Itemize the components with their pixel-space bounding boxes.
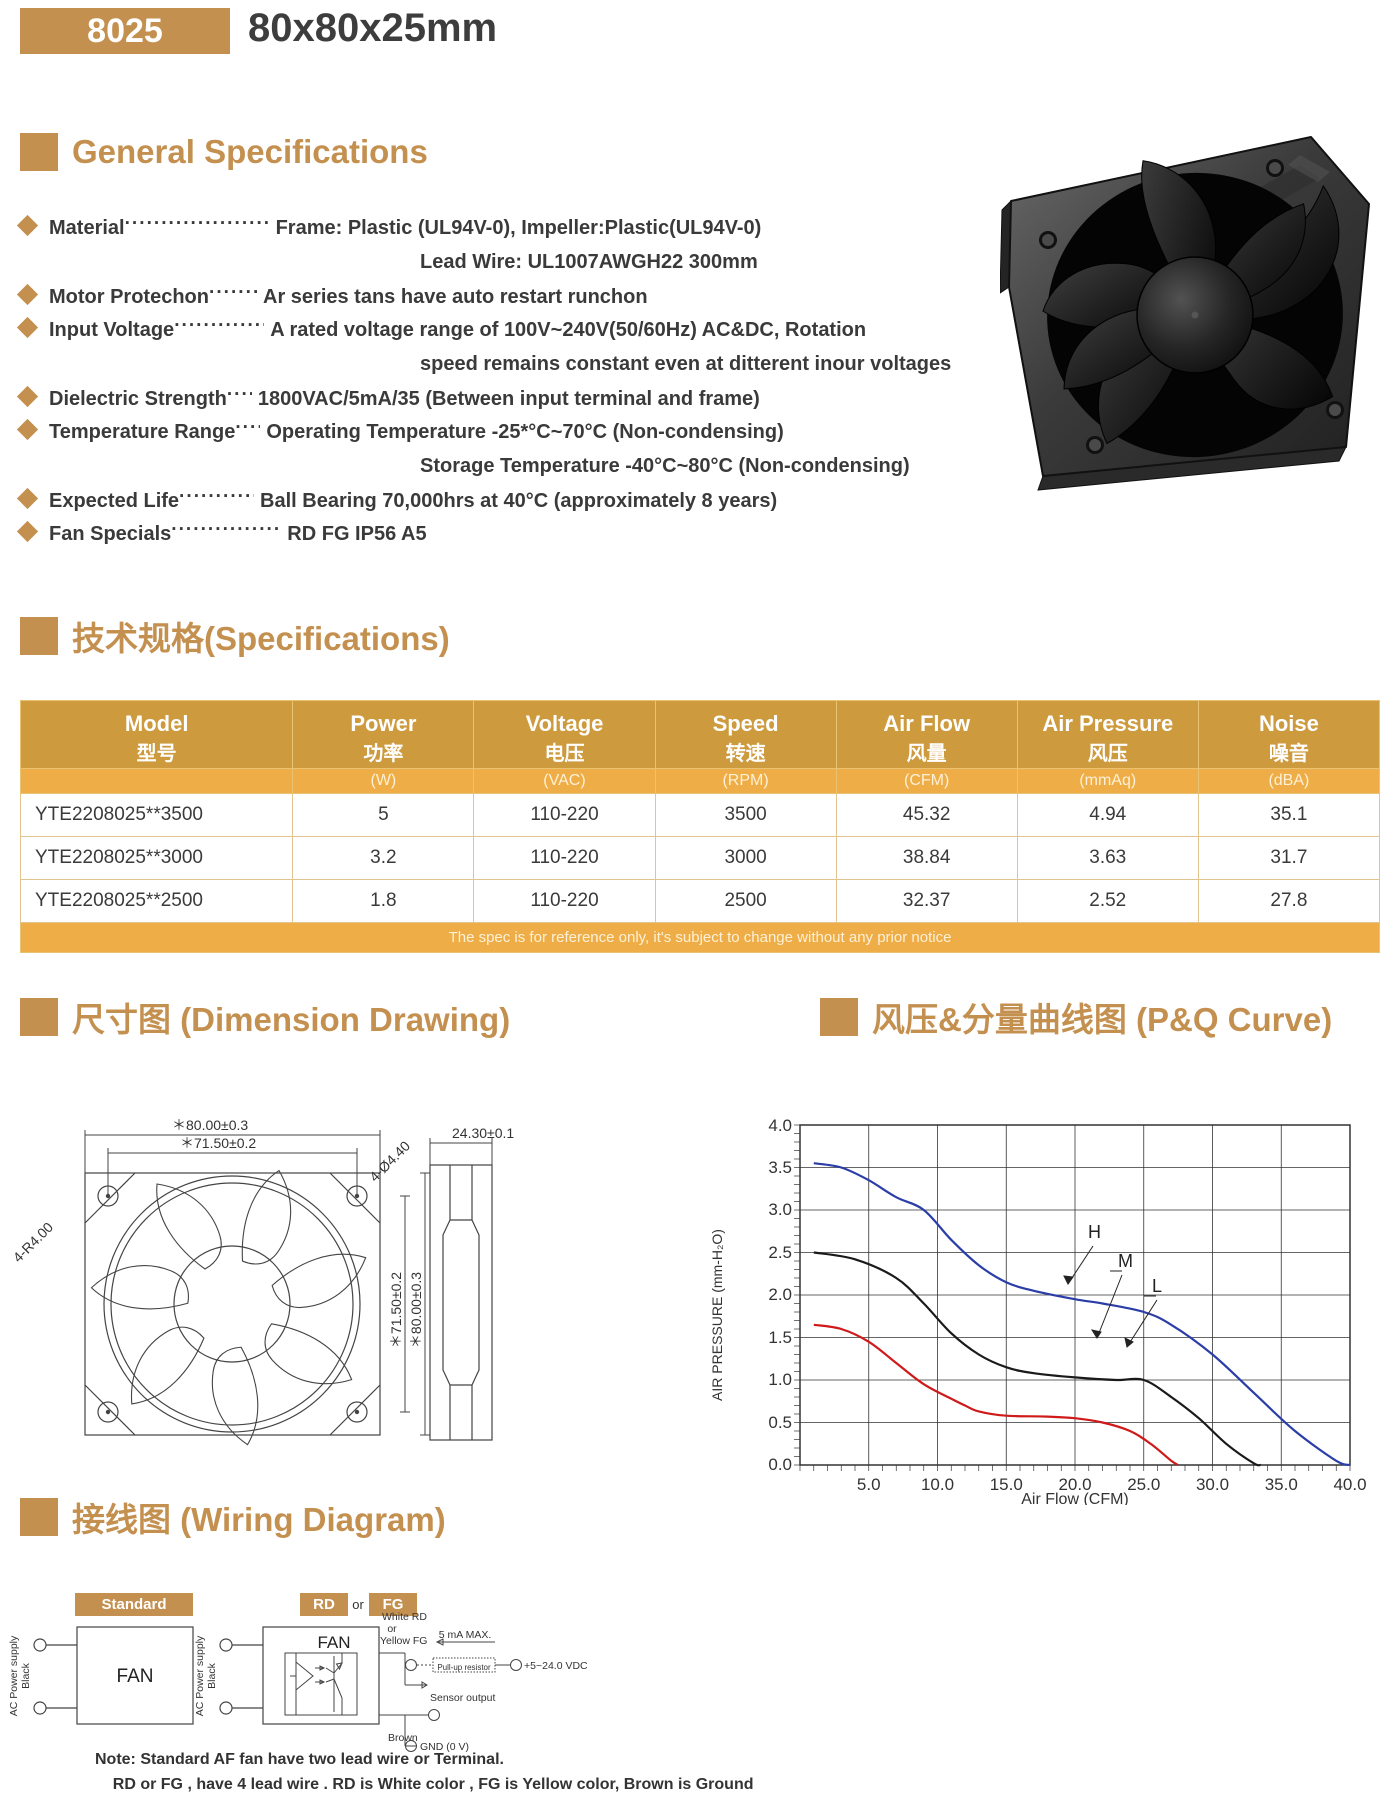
svg-text:Black: Black <box>206 1662 218 1688</box>
svg-text:1.5: 1.5 <box>768 1328 792 1347</box>
svg-text:Standard: Standard <box>101 1596 166 1613</box>
svg-text:3.5: 3.5 <box>768 1158 792 1177</box>
svg-text:35.0: 35.0 <box>1265 1475 1298 1494</box>
svg-text:10.0: 10.0 <box>921 1475 954 1494</box>
svg-text:2.5: 2.5 <box>768 1243 792 1262</box>
svg-text:15.0: 15.0 <box>990 1475 1023 1494</box>
svg-text:5.0: 5.0 <box>857 1475 881 1494</box>
svg-text:RD: RD <box>313 1596 335 1613</box>
svg-text:＊71.50±0.2: ＊71.50±0.2 <box>388 1272 404 1348</box>
svg-text:1.0: 1.0 <box>768 1370 792 1389</box>
svg-text:Yellow FG: Yellow FG <box>380 1635 427 1647</box>
svg-text:FAN: FAN <box>317 1633 350 1652</box>
svg-text:or: or <box>387 1623 397 1635</box>
svg-text:Black: Black <box>20 1662 32 1688</box>
svg-text:4-Ø4.40: 4-Ø4.40 <box>366 1138 413 1185</box>
svg-text:4-R4.00: 4-R4.00 <box>10 1219 57 1266</box>
svg-text:Sensor output: Sensor output <box>430 1692 495 1704</box>
svg-text:or: or <box>352 1597 364 1612</box>
svg-text:M: M <box>1118 1251 1133 1271</box>
svg-text:3.0: 3.0 <box>768 1200 792 1219</box>
svg-text:0.5: 0.5 <box>768 1413 792 1432</box>
svg-text:＊80.00±0.3: ＊80.00±0.3 <box>408 1272 424 1348</box>
svg-text:White RD: White RD <box>382 1611 427 1623</box>
svg-text:24.30±0.1: 24.30±0.1 <box>452 1125 514 1141</box>
svg-text:AC Power supply: AC Power supply <box>194 1635 206 1716</box>
svg-text:＊71.50±0.2: ＊71.50±0.2 <box>180 1135 256 1151</box>
svg-text:5 mA MAX.: 5 mA MAX. <box>439 1629 492 1641</box>
svg-text:Air Flow (CFM): Air Flow (CFM) <box>1021 1491 1129 1505</box>
svg-text:Pull-up resistor: Pull-up resistor <box>437 1663 491 1672</box>
svg-text:+5~24.0 VDC: +5~24.0 VDC <box>524 1660 588 1672</box>
svg-text:2.0: 2.0 <box>768 1285 792 1304</box>
svg-text:＊80.00±0.3: ＊80.00±0.3 <box>172 1117 248 1133</box>
svg-text:Brown: Brown <box>388 1732 418 1744</box>
svg-text:AC Power supply: AC Power supply <box>8 1635 20 1716</box>
svg-text:L: L <box>1152 1276 1162 1296</box>
svg-text:30.0: 30.0 <box>1196 1475 1229 1494</box>
svg-text:4.0: 4.0 <box>768 1116 792 1135</box>
svg-text:25.0: 25.0 <box>1127 1475 1160 1494</box>
svg-text:AIR PRESSURE (mm-H₂O): AIR PRESSURE (mm-H₂O) <box>709 1229 725 1401</box>
svg-text:H: H <box>1088 1222 1101 1242</box>
svg-text:0.0: 0.0 <box>768 1455 792 1474</box>
svg-text:FAN: FAN <box>117 1666 154 1687</box>
svg-text:40.0: 40.0 <box>1333 1475 1366 1494</box>
